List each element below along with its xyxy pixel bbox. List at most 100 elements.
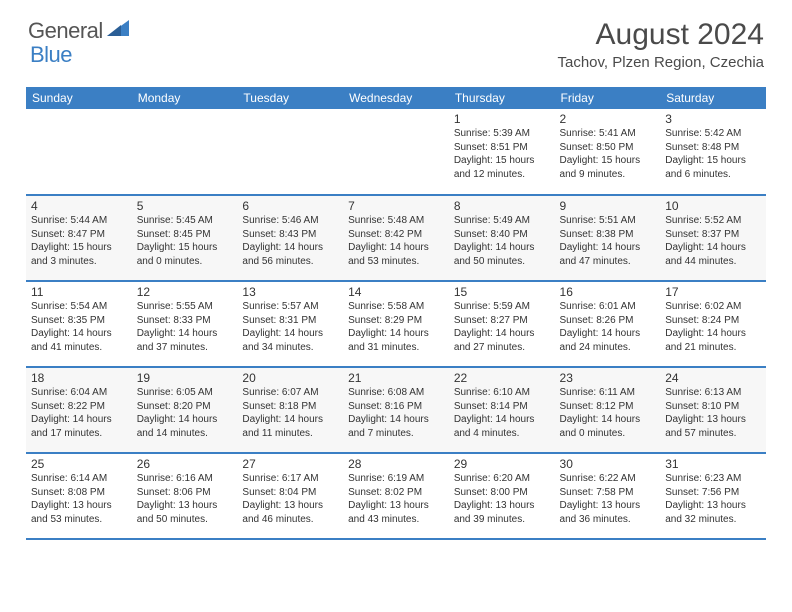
day-number: 12 [137,285,233,299]
weekday-header: Tuesday [237,87,343,109]
calendar-week: 11Sunrise: 5:54 AMSunset: 8:35 PMDayligh… [26,281,766,367]
day-info: Sunrise: 6:16 AMSunset: 8:06 PMDaylight:… [137,472,233,526]
day-number: 4 [31,199,127,213]
day-number: 29 [454,457,550,471]
day-info: Sunrise: 6:07 AMSunset: 8:18 PMDaylight:… [242,386,338,440]
day-number: 15 [454,285,550,299]
day-info: Sunrise: 6:23 AMSunset: 7:56 PMDaylight:… [665,472,761,526]
calendar-day: 12Sunrise: 5:55 AMSunset: 8:33 PMDayligh… [132,281,238,367]
day-number: 6 [242,199,338,213]
day-number: 26 [137,457,233,471]
day-info: Sunrise: 6:11 AMSunset: 8:12 PMDaylight:… [560,386,656,440]
day-number: 28 [348,457,444,471]
day-info: Sunrise: 6:05 AMSunset: 8:20 PMDaylight:… [137,386,233,440]
day-info: Sunrise: 6:08 AMSunset: 8:16 PMDaylight:… [348,386,444,440]
calendar-day: 4Sunrise: 5:44 AMSunset: 8:47 PMDaylight… [26,195,132,281]
day-info: Sunrise: 6:02 AMSunset: 8:24 PMDaylight:… [665,300,761,354]
calendar-day: 28Sunrise: 6:19 AMSunset: 8:02 PMDayligh… [343,453,449,539]
calendar-day: 24Sunrise: 6:13 AMSunset: 8:10 PMDayligh… [660,367,766,453]
calendar-day: 10Sunrise: 5:52 AMSunset: 8:37 PMDayligh… [660,195,766,281]
day-number: 17 [665,285,761,299]
calendar-week: 1Sunrise: 5:39 AMSunset: 8:51 PMDaylight… [26,109,766,195]
day-number: 2 [560,112,656,126]
day-number: 23 [560,371,656,385]
day-info: Sunrise: 5:44 AMSunset: 8:47 PMDaylight:… [31,214,127,268]
day-number: 14 [348,285,444,299]
calendar-day: 11Sunrise: 5:54 AMSunset: 8:35 PMDayligh… [26,281,132,367]
calendar-empty [343,109,449,195]
calendar-day: 2Sunrise: 5:41 AMSunset: 8:50 PMDaylight… [555,109,661,195]
day-info: Sunrise: 5:51 AMSunset: 8:38 PMDaylight:… [560,214,656,268]
day-info: Sunrise: 5:41 AMSunset: 8:50 PMDaylight:… [560,127,656,181]
header: General August 2024 Tachov, Plzen Region… [0,0,792,79]
day-number: 3 [665,112,761,126]
weekday-header: Saturday [660,87,766,109]
calendar-day: 5Sunrise: 5:45 AMSunset: 8:45 PMDaylight… [132,195,238,281]
day-info: Sunrise: 5:46 AMSunset: 8:43 PMDaylight:… [242,214,338,268]
day-info: Sunrise: 6:19 AMSunset: 8:02 PMDaylight:… [348,472,444,526]
day-info: Sunrise: 5:55 AMSunset: 8:33 PMDaylight:… [137,300,233,354]
calendar-day: 7Sunrise: 5:48 AMSunset: 8:42 PMDaylight… [343,195,449,281]
calendar-day: 13Sunrise: 5:57 AMSunset: 8:31 PMDayligh… [237,281,343,367]
logo: General [28,18,131,44]
day-number: 20 [242,371,338,385]
calendar-day: 18Sunrise: 6:04 AMSunset: 8:22 PMDayligh… [26,367,132,453]
weekday-header: Monday [132,87,238,109]
day-number: 5 [137,199,233,213]
day-info: Sunrise: 6:01 AMSunset: 8:26 PMDaylight:… [560,300,656,354]
day-number: 13 [242,285,338,299]
calendar-day: 23Sunrise: 6:11 AMSunset: 8:12 PMDayligh… [555,367,661,453]
calendar-day: 15Sunrise: 5:59 AMSunset: 8:27 PMDayligh… [449,281,555,367]
calendar-day: 22Sunrise: 6:10 AMSunset: 8:14 PMDayligh… [449,367,555,453]
day-info: Sunrise: 5:57 AMSunset: 8:31 PMDaylight:… [242,300,338,354]
calendar-day: 29Sunrise: 6:20 AMSunset: 8:00 PMDayligh… [449,453,555,539]
day-number: 19 [137,371,233,385]
calendar-day: 9Sunrise: 5:51 AMSunset: 8:38 PMDaylight… [555,195,661,281]
calendar-empty [26,109,132,195]
calendar-day: 8Sunrise: 5:49 AMSunset: 8:40 PMDaylight… [449,195,555,281]
calendar-day: 3Sunrise: 5:42 AMSunset: 8:48 PMDaylight… [660,109,766,195]
day-number: 8 [454,199,550,213]
day-info: Sunrise: 5:59 AMSunset: 8:27 PMDaylight:… [454,300,550,354]
month-title: August 2024 [558,18,765,52]
weekday-header: Sunday [26,87,132,109]
day-info: Sunrise: 6:10 AMSunset: 8:14 PMDaylight:… [454,386,550,440]
calendar-day: 27Sunrise: 6:17 AMSunset: 8:04 PMDayligh… [237,453,343,539]
day-info: Sunrise: 6:17 AMSunset: 8:04 PMDaylight:… [242,472,338,526]
calendar-day: 26Sunrise: 6:16 AMSunset: 8:06 PMDayligh… [132,453,238,539]
day-number: 25 [31,457,127,471]
day-info: Sunrise: 5:54 AMSunset: 8:35 PMDaylight:… [31,300,127,354]
day-info: Sunrise: 6:20 AMSunset: 8:00 PMDaylight:… [454,472,550,526]
day-info: Sunrise: 5:42 AMSunset: 8:48 PMDaylight:… [665,127,761,181]
weekday-header: Thursday [449,87,555,109]
day-number: 16 [560,285,656,299]
logo-text-general: General [28,18,103,44]
calendar-empty [237,109,343,195]
title-block: August 2024 Tachov, Plzen Region, Czechi… [558,18,765,71]
calendar-week: 18Sunrise: 6:04 AMSunset: 8:22 PMDayligh… [26,367,766,453]
logo-triangle-icon [107,20,129,41]
calendar-day: 14Sunrise: 5:58 AMSunset: 8:29 PMDayligh… [343,281,449,367]
calendar-week: 25Sunrise: 6:14 AMSunset: 8:08 PMDayligh… [26,453,766,539]
day-info: Sunrise: 5:39 AMSunset: 8:51 PMDaylight:… [454,127,550,181]
calendar-day: 19Sunrise: 6:05 AMSunset: 8:20 PMDayligh… [132,367,238,453]
calendar-empty [132,109,238,195]
day-number: 1 [454,112,550,126]
calendar-week: 4Sunrise: 5:44 AMSunset: 8:47 PMDaylight… [26,195,766,281]
day-info: Sunrise: 5:58 AMSunset: 8:29 PMDaylight:… [348,300,444,354]
day-info: Sunrise: 5:48 AMSunset: 8:42 PMDaylight:… [348,214,444,268]
day-number: 30 [560,457,656,471]
day-number: 27 [242,457,338,471]
day-number: 21 [348,371,444,385]
weekday-header-row: SundayMondayTuesdayWednesdayThursdayFrid… [26,87,766,109]
day-info: Sunrise: 5:45 AMSunset: 8:45 PMDaylight:… [137,214,233,268]
calendar-day: 25Sunrise: 6:14 AMSunset: 8:08 PMDayligh… [26,453,132,539]
calendar-table: SundayMondayTuesdayWednesdayThursdayFrid… [26,87,766,540]
calendar-day: 31Sunrise: 6:23 AMSunset: 7:56 PMDayligh… [660,453,766,539]
calendar-day: 20Sunrise: 6:07 AMSunset: 8:18 PMDayligh… [237,367,343,453]
calendar-day: 6Sunrise: 5:46 AMSunset: 8:43 PMDaylight… [237,195,343,281]
location: Tachov, Plzen Region, Czechia [558,54,765,71]
calendar-day: 30Sunrise: 6:22 AMSunset: 7:58 PMDayligh… [555,453,661,539]
weekday-header: Wednesday [343,87,449,109]
day-info: Sunrise: 6:14 AMSunset: 8:08 PMDaylight:… [31,472,127,526]
